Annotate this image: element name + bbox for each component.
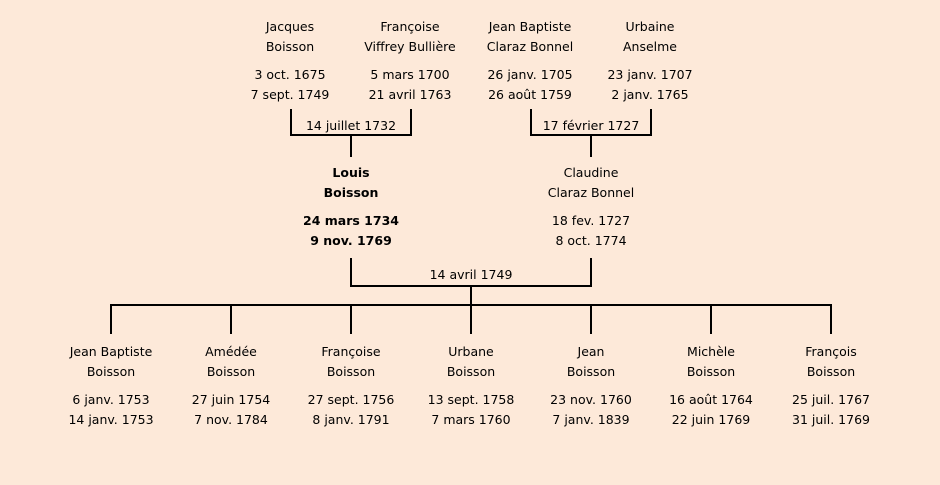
person-first-name: Urbane — [448, 344, 494, 359]
person-child-1: Jean Baptiste Boisson 6 janv. 1753 14 ja… — [36, 342, 186, 430]
person-last-name: Boisson — [566, 364, 616, 379]
person-birth-date: 26 janv. 1705 — [487, 67, 573, 82]
person-last-name: Boisson — [323, 185, 379, 200]
person-father-focus: Louis Boisson 24 mars 1734 9 nov. 1769 — [276, 163, 426, 251]
person-first-name: François — [805, 344, 857, 359]
person-child-3: Françoise Boisson 27 sept. 1756 8 janv. … — [276, 342, 426, 430]
person-child-4: Urbane Boisson 13 sept. 1758 7 mars 1760 — [396, 342, 546, 430]
person-first-name: Françoise — [380, 19, 440, 34]
person-last-name: Boisson — [86, 364, 136, 379]
person-death-date: 21 avril 1763 — [368, 87, 452, 102]
person-death-date: 7 janv. 1839 — [552, 412, 630, 427]
person-last-name: Claraz Bonnel — [486, 39, 574, 54]
person-death-date: 7 sept. 1749 — [250, 87, 330, 102]
person-birth-date: 16 août 1764 — [669, 392, 753, 407]
person-death-date: 26 août 1759 — [488, 87, 572, 102]
person-grandmother-maternal: Urbaine Anselme 23 janv. 1707 2 janv. 17… — [575, 17, 725, 105]
person-death-date: 22 juin 1769 — [671, 412, 751, 427]
person-birth-date: 25 juil. 1767 — [792, 392, 870, 407]
person-death-date: 7 nov. 1784 — [194, 412, 268, 427]
person-death-date: 9 nov. 1769 — [310, 233, 392, 248]
person-death-date: 7 mars 1760 — [431, 412, 511, 427]
person-first-name: Jean Baptiste — [69, 344, 153, 359]
person-death-date: 31 juil. 1769 — [792, 412, 870, 427]
connector-grandparents-paternal — [290, 109, 412, 157]
person-child-5: Jean Boisson 23 nov. 1760 7 janv. 1839 — [516, 342, 666, 430]
person-mother: Claudine Claraz Bonnel 18 fev. 1727 8 oc… — [516, 163, 666, 251]
connector-children-drops — [110, 304, 832, 334]
person-birth-date: 13 sept. 1758 — [427, 392, 515, 407]
person-birth-date: 24 mars 1734 — [303, 213, 399, 228]
person-last-name: Boisson — [326, 364, 376, 379]
person-last-name: Boisson — [806, 364, 856, 379]
person-child-2: Amédée Boisson 27 juin 1754 7 nov. 1784 — [156, 342, 306, 430]
person-last-name: Anselme — [622, 39, 678, 54]
marriage-date-maternal: 17 février 1727 — [542, 118, 640, 133]
person-grandfather-paternal: Jacques Boisson 3 oct. 1675 7 sept. 1749 — [215, 17, 365, 105]
person-first-name: Louis — [332, 165, 370, 180]
person-birth-date: 5 mars 1700 — [370, 67, 450, 82]
person-child-7: François Boisson 25 juil. 1767 31 juil. … — [756, 342, 906, 430]
person-first-name: Urbaine — [625, 19, 675, 34]
person-child-6: Michèle Boisson 16 août 1764 22 juin 176… — [636, 342, 786, 430]
person-birth-date: 23 janv. 1707 — [607, 67, 693, 82]
person-last-name: Boisson — [206, 364, 256, 379]
person-birth-date: 6 janv. 1753 — [72, 392, 150, 407]
connector-grandparents-maternal — [530, 109, 652, 157]
marriage-date-paternal: 14 juillet 1732 — [305, 118, 397, 133]
person-first-name: Claudine — [563, 165, 619, 180]
person-birth-date: 3 oct. 1675 — [254, 67, 326, 82]
person-death-date: 8 janv. 1791 — [312, 412, 390, 427]
person-last-name: Claraz Bonnel — [547, 185, 635, 200]
person-last-name: Boisson — [265, 39, 315, 54]
person-birth-date: 27 sept. 1756 — [307, 392, 395, 407]
connector-parents — [350, 258, 592, 306]
marriage-date-parents: 14 avril 1749 — [429, 267, 513, 282]
person-death-date: 2 janv. 1765 — [611, 87, 689, 102]
person-first-name: Jean — [577, 344, 605, 359]
person-first-name: Jacques — [265, 19, 315, 34]
person-birth-date: 23 nov. 1760 — [550, 392, 632, 407]
person-last-name: Boisson — [686, 364, 736, 379]
person-grandmother-paternal: Françoise Viffrey Bullière 5 mars 1700 2… — [335, 17, 485, 105]
person-birth-date: 27 juin 1754 — [191, 392, 271, 407]
person-grandfather-maternal: Jean Baptiste Claraz Bonnel 26 janv. 170… — [455, 17, 605, 105]
person-first-name: Michèle — [687, 344, 735, 359]
person-birth-date: 18 fev. 1727 — [551, 213, 631, 228]
person-last-name: Viffrey Bullière — [364, 39, 456, 54]
person-first-name: Françoise — [321, 344, 381, 359]
person-death-date: 14 janv. 1753 — [68, 412, 154, 427]
person-first-name: Jean Baptiste — [488, 19, 572, 34]
person-last-name: Boisson — [446, 364, 496, 379]
person-first-name: Amédée — [205, 344, 257, 359]
person-death-date: 8 oct. 1774 — [555, 233, 627, 248]
